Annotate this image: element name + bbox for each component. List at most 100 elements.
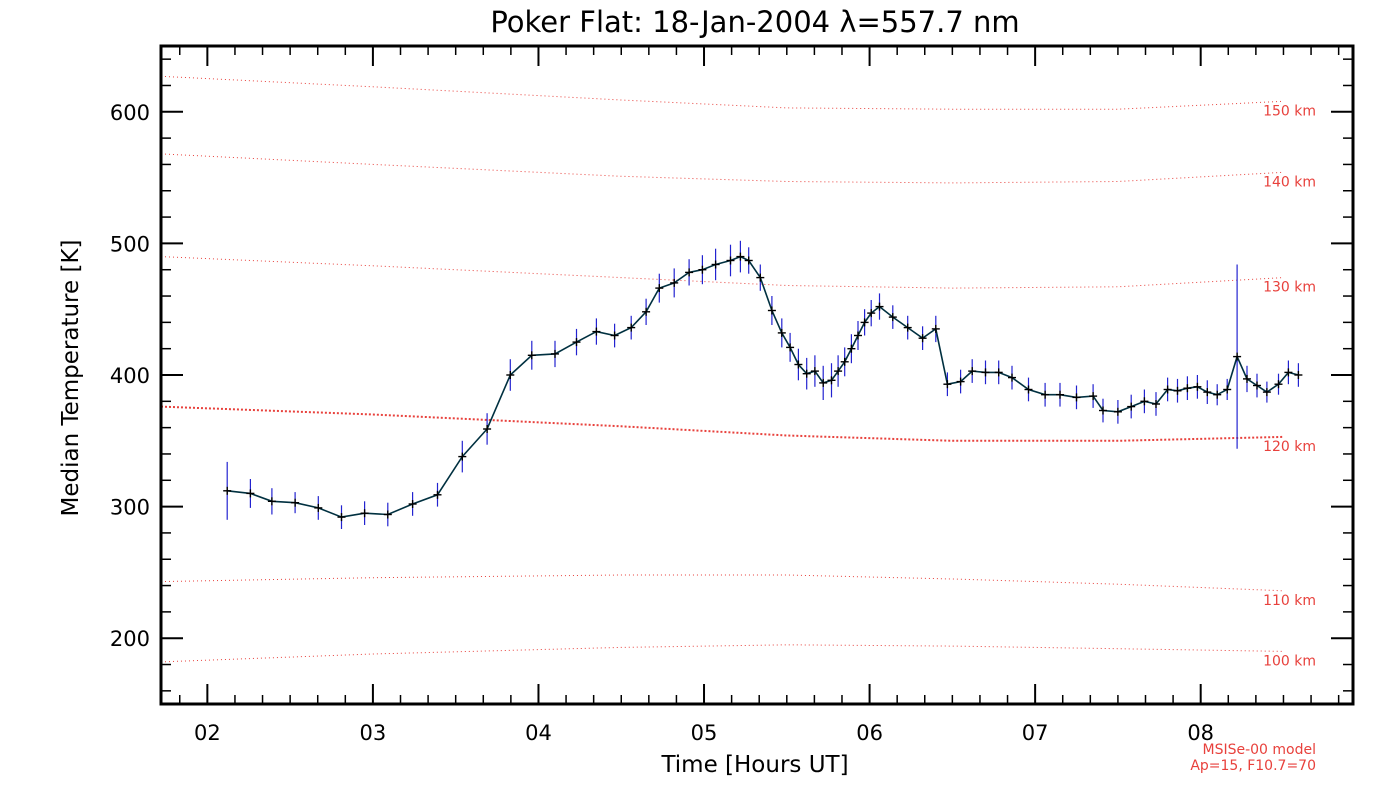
data-markers — [223, 252, 1303, 522]
data-point — [847, 344, 856, 353]
data-point — [943, 380, 952, 389]
data-point — [1193, 382, 1202, 391]
reference-label-150-km: 150 km — [1263, 103, 1316, 119]
data-point — [827, 376, 836, 385]
data-point — [314, 503, 323, 512]
data-point — [1140, 397, 1149, 406]
data-point — [726, 256, 735, 265]
data-point — [551, 349, 559, 358]
data-point — [956, 377, 965, 386]
data-point — [756, 273, 765, 282]
y-tick-labels: 200 300 400 500 600 — [110, 101, 150, 651]
data-point — [736, 252, 745, 261]
data-point — [981, 368, 990, 377]
data-point — [1262, 388, 1271, 397]
data-point — [655, 284, 664, 293]
reference-curve-100-km — [160, 644, 1284, 663]
data-point — [433, 490, 442, 499]
data-point — [931, 324, 940, 333]
data-point — [572, 338, 581, 347]
y-tick-label: 600 — [110, 101, 150, 125]
reference-label-110-km: 110 km — [1263, 593, 1316, 609]
data-point — [483, 425, 492, 433]
data-point — [711, 260, 720, 269]
data-point — [819, 378, 828, 387]
data-point — [408, 500, 417, 508]
data-point — [854, 331, 862, 340]
reference-labels: 150 km 140 km 130 km 120 km 110 km 100 km — [1263, 103, 1316, 669]
data-point — [267, 497, 276, 506]
x-tick-label: 07 — [1022, 721, 1049, 745]
data-point — [592, 327, 601, 336]
data-point — [1113, 407, 1122, 416]
x-tick-label: 06 — [856, 721, 883, 745]
reference-label-140-km: 140 km — [1263, 174, 1316, 190]
data-point — [337, 513, 346, 522]
axis-ticks — [161, 46, 1353, 704]
data-point — [810, 367, 819, 376]
reference-label-120-km: 120 km — [1263, 439, 1316, 455]
y-tick-label: 500 — [110, 232, 150, 256]
data-point — [1163, 385, 1172, 394]
data-point — [1152, 400, 1160, 408]
data-point — [802, 369, 811, 378]
x-tick-label: 05 — [691, 721, 718, 745]
data-point — [1024, 385, 1033, 394]
x-tick-label: 03 — [360, 721, 387, 745]
data-point — [834, 367, 843, 376]
data-point — [1183, 384, 1192, 393]
data-point — [875, 302, 884, 311]
data-point — [1008, 373, 1016, 382]
reference-label-130-km: 130 km — [1263, 280, 1316, 296]
data-point — [1284, 368, 1293, 377]
y-tick-label: 400 — [110, 364, 150, 388]
data-point — [642, 307, 651, 316]
data-point — [1056, 390, 1064, 399]
model-note-line-2: Ap=15, F10.7=70 — [1190, 758, 1316, 774]
data-point — [1089, 392, 1098, 401]
data-point — [1233, 352, 1242, 361]
data-point — [291, 498, 300, 507]
data-point — [698, 265, 707, 274]
data-point — [670, 278, 679, 287]
data-point — [1127, 402, 1136, 411]
data-point — [1253, 381, 1261, 390]
data-point — [1243, 374, 1251, 383]
data-point — [918, 334, 927, 343]
data-point — [627, 323, 636, 332]
reference-label-100-km: 100 km — [1263, 653, 1316, 669]
data-point — [1173, 386, 1182, 395]
data-point — [968, 367, 977, 376]
reference-curve-150-km — [160, 75, 1284, 110]
y-tick-label: 300 — [110, 496, 150, 520]
data-point — [383, 510, 392, 519]
data-point — [1072, 393, 1081, 402]
data-point — [794, 360, 803, 369]
data-point — [246, 489, 255, 498]
data-point — [840, 357, 849, 366]
data-point — [994, 368, 1003, 377]
y-tick-label: 200 — [110, 627, 150, 651]
data-point — [1274, 380, 1283, 389]
data-point — [888, 313, 897, 322]
data-point — [223, 486, 232, 495]
reference-curve-120-km — [160, 405, 1284, 442]
x-tick-label: 04 — [525, 721, 552, 745]
data-point — [860, 318, 869, 327]
data-point — [1041, 390, 1050, 399]
data-point — [458, 452, 467, 461]
data-point — [1223, 385, 1232, 394]
x-tick-labels: 02 03 04 05 06 07 08 — [194, 721, 1214, 745]
x-tick-label: 08 — [1187, 721, 1214, 745]
data-point — [903, 323, 912, 332]
reference-curve-130-km — [160, 256, 1284, 289]
x-tick-label: 02 — [194, 721, 221, 745]
data-point — [777, 328, 786, 337]
data-point — [685, 268, 694, 277]
data-point — [867, 309, 876, 318]
chart-title: Poker Flat: 18-Jan-2004 λ=557.7 nm — [490, 5, 1019, 39]
data-point — [786, 343, 795, 352]
data-point — [610, 331, 619, 340]
